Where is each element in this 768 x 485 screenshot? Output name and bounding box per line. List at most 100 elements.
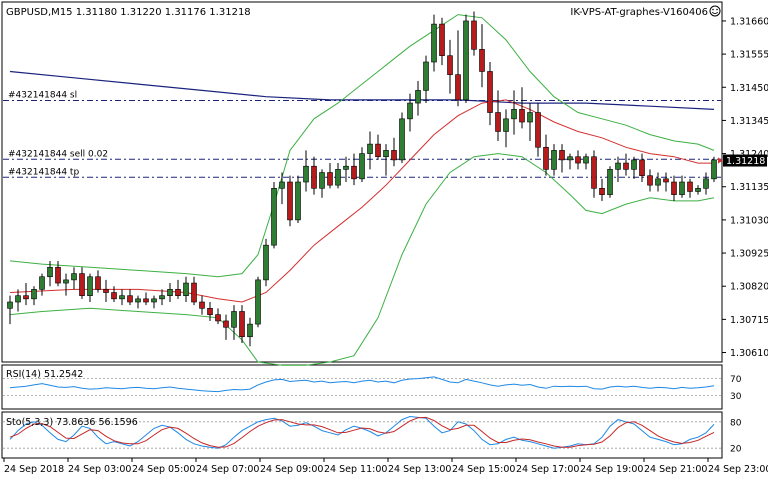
candle	[127, 289, 133, 306]
candle-body	[439, 23, 445, 56]
candle	[607, 166, 613, 198]
time-tick-label: 24 Sep 2018	[4, 464, 64, 475]
candle	[391, 137, 397, 167]
candle-body	[239, 311, 245, 338]
candle-body	[295, 181, 301, 221]
price-tick-label: 1.30715	[730, 315, 768, 326]
candle-body	[711, 159, 717, 180]
fast-ma-line	[9, 99, 714, 303]
candle	[679, 175, 685, 198]
candle	[383, 144, 389, 176]
time-tick-label: 24 Sep 19:00	[580, 464, 643, 475]
candle	[447, 39, 453, 94]
candle-body	[423, 61, 429, 91]
candle-body	[351, 165, 357, 180]
candle	[151, 295, 157, 309]
candle-body	[615, 162, 621, 170]
candle	[87, 273, 93, 302]
candle	[439, 17, 445, 66]
candle-body	[375, 143, 381, 158]
candle-body	[359, 153, 365, 180]
candle-body	[343, 165, 349, 170]
candle	[367, 131, 373, 170]
candle-body	[671, 181, 677, 195]
candle-body	[455, 74, 461, 101]
candle	[455, 30, 461, 107]
candle-body	[175, 289, 181, 296]
candle	[119, 289, 125, 306]
candle	[247, 317, 253, 347]
candle-body	[279, 181, 285, 189]
price-tick-label: 1.31660	[730, 16, 768, 27]
level-label: 20	[730, 445, 742, 455]
candle-body	[31, 289, 37, 300]
candle-body	[495, 112, 501, 132]
candle	[495, 90, 501, 141]
candle-body	[15, 295, 21, 303]
candle	[207, 302, 213, 321]
candle	[15, 289, 21, 312]
candle-body	[639, 159, 645, 176]
candle-body	[399, 118, 405, 161]
candle-body	[199, 301, 205, 309]
candle-body	[543, 146, 549, 170]
candle	[415, 80, 421, 116]
candle	[543, 134, 549, 176]
price-tick-label: 1.31030	[730, 215, 768, 226]
candle-body	[39, 276, 45, 290]
candle	[63, 273, 69, 296]
order-level-label: #432141844 sell 0.02	[8, 149, 108, 159]
candle-body	[575, 156, 581, 164]
candle	[695, 185, 701, 195]
candle-body	[583, 156, 589, 164]
candle-body	[103, 289, 109, 293]
candle	[39, 273, 45, 296]
price-tick-label: 1.30610	[730, 348, 768, 359]
candle	[399, 112, 405, 164]
candle	[271, 182, 277, 249]
candle	[175, 279, 181, 299]
candle-body	[23, 295, 29, 300]
time-tick-label: 24 Sep 13:00	[388, 464, 451, 475]
candle-body	[535, 112, 541, 148]
price-tick-label: 1.31555	[730, 50, 768, 61]
candle	[31, 286, 37, 306]
candle	[591, 150, 597, 198]
candle-body	[55, 266, 61, 284]
candle	[47, 260, 53, 287]
candle	[111, 286, 117, 302]
candle	[279, 172, 285, 205]
candle-body	[591, 156, 597, 189]
price-tick-label: 1.31345	[730, 116, 768, 127]
candle	[159, 289, 165, 306]
candle-body	[159, 295, 165, 300]
candle-body	[695, 188, 701, 192]
slow-ma-line	[9, 70, 715, 110]
candle-body	[327, 172, 333, 186]
level-label: 30	[730, 392, 742, 402]
candle-body	[511, 109, 517, 120]
level-label: 70	[730, 375, 742, 385]
ea-name: IK-VPS-AT-graphes-V160406	[570, 7, 708, 18]
time-tick-label: 24 Sep 07:00	[196, 464, 259, 475]
candle	[223, 314, 229, 340]
candle-body	[191, 282, 197, 303]
smiley-icon	[709, 5, 721, 17]
candle	[79, 267, 85, 299]
price-tick-label: 1.30925	[730, 249, 768, 260]
candle-body	[47, 266, 53, 278]
candle	[263, 238, 269, 287]
candle	[519, 87, 525, 129]
candle	[631, 156, 637, 179]
candle-body	[567, 156, 573, 161]
candle	[327, 163, 333, 189]
candle	[567, 153, 573, 170]
candle	[55, 260, 61, 287]
candle-body	[151, 298, 157, 303]
candle-body	[519, 109, 525, 123]
candle-body	[71, 273, 77, 281]
bollinger-upper-line	[9, 14, 715, 278]
candle	[359, 147, 365, 182]
